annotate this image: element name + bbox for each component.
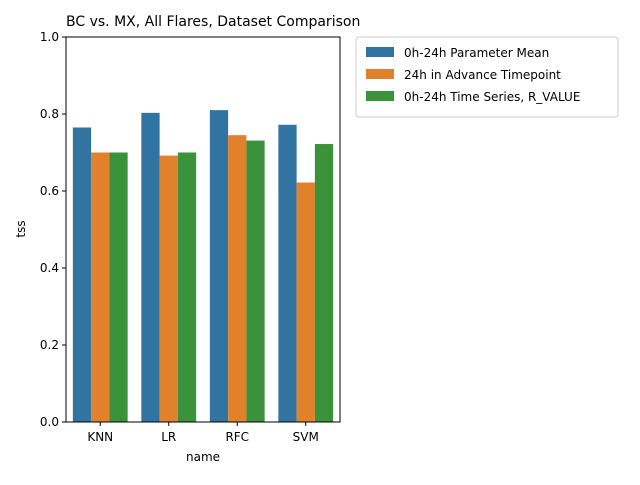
- legend-frame: [355, 36, 619, 118]
- legend-swatch: [366, 69, 394, 79]
- legend-label: 24h in Advance Timepoint: [404, 68, 561, 82]
- y-tick-label: 0.0: [40, 415, 59, 429]
- bar-rfc-series-3: [246, 140, 265, 422]
- legend-swatch: [366, 91, 394, 101]
- y-tick-label: 0.6: [40, 184, 59, 198]
- bar-knn-series-3: [109, 152, 128, 422]
- x-tick-label: KNN: [87, 430, 113, 444]
- bar-svm-series-2: [296, 182, 315, 422]
- y-axis-label: tss: [14, 220, 28, 237]
- bar-lr-series-2: [159, 155, 178, 422]
- bar-lr-series-1: [141, 112, 160, 422]
- bar-svm-series-1: [278, 124, 297, 422]
- y-tick-label: 0.4: [40, 261, 59, 275]
- bar-lr-series-3: [177, 152, 197, 422]
- bars-layer: [72, 110, 334, 423]
- plot-frame: [65, 36, 341, 423]
- legend: 0h-24h Parameter Mean 24h in Advance Time…: [355, 36, 619, 118]
- y-axis-ticks: 0.0 0.2 0.4 0.6 0.8 1.0: [40, 30, 66, 429]
- x-tick-label: SVM: [293, 430, 319, 444]
- legend-label: 0h-24h Time Series, R_VALUE: [404, 90, 580, 104]
- x-tick-label: RFC: [225, 430, 249, 444]
- x-axis-label: name: [186, 450, 220, 464]
- bar-knn-series-2: [91, 152, 110, 422]
- x-axis-ticks: KNN LR RFC SVM: [87, 422, 319, 444]
- bar-knn-series-1: [72, 127, 92, 422]
- y-tick-label: 0.2: [40, 338, 59, 352]
- legend-label: 0h-24h Parameter Mean: [404, 46, 549, 60]
- y-tick-label: 0.8: [40, 107, 59, 121]
- legend-swatch: [366, 47, 394, 57]
- bar-svm-series-3: [314, 144, 334, 422]
- x-tick-label: LR: [161, 430, 176, 444]
- y-tick-label: 1.0: [40, 30, 59, 44]
- chart-title: BC vs. MX, All Flares, Dataset Compariso…: [66, 14, 360, 30]
- bar-rfc-series-1: [209, 110, 229, 423]
- bar-rfc-series-2: [228, 135, 247, 423]
